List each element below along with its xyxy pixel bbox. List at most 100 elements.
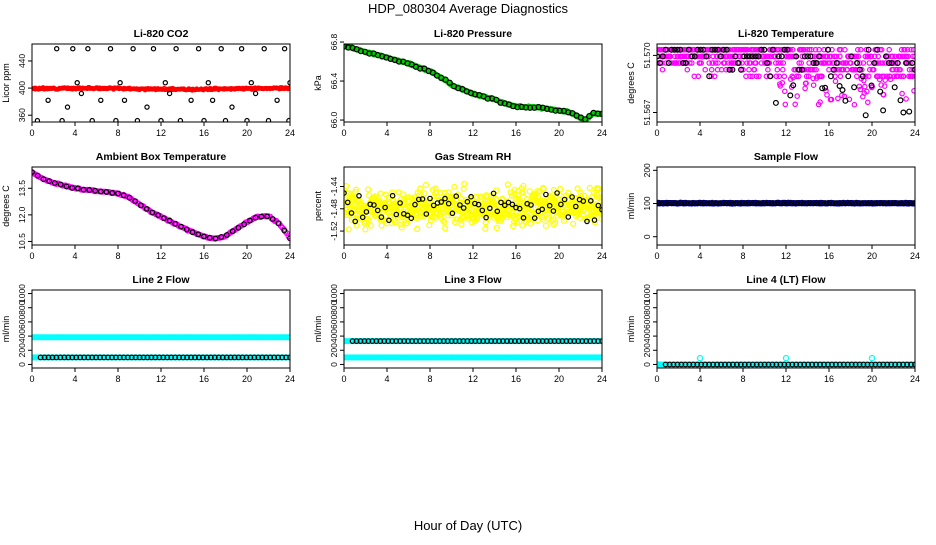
data-point — [817, 99, 823, 105]
chart-title: Line 2 Flow — [132, 274, 190, 286]
data-point — [801, 200, 808, 207]
data-point — [52, 180, 58, 186]
x-tick-label: 16 — [824, 251, 834, 261]
data-point — [740, 53, 747, 60]
data-point — [885, 59, 892, 66]
data-point — [460, 205, 467, 211]
data-point — [267, 354, 274, 361]
data-point — [353, 338, 360, 345]
data-point — [259, 354, 266, 361]
series-extremes — [34, 46, 290, 122]
data-point — [659, 66, 666, 73]
data-point — [824, 46, 831, 53]
data-point — [238, 46, 245, 52]
data-point — [344, 44, 348, 50]
y-tick-label: 1000 — [329, 284, 339, 303]
data-point — [659, 53, 666, 60]
data-point — [753, 361, 760, 368]
data-point — [865, 53, 872, 60]
data-point — [286, 117, 290, 122]
data-point — [427, 195, 433, 202]
data-point — [479, 207, 486, 214]
data-point — [722, 361, 728, 368]
series-avg — [662, 361, 915, 368]
data-point — [586, 112, 593, 120]
data-point — [143, 205, 150, 212]
data-point — [512, 202, 520, 209]
data-point — [423, 211, 430, 217]
x-tick-label: 4 — [384, 128, 389, 138]
data-point — [845, 73, 852, 80]
data-point — [677, 200, 684, 207]
data-point — [775, 200, 782, 207]
data-point — [385, 338, 392, 345]
data-point — [726, 200, 733, 207]
data-point — [74, 79, 80, 86]
data-point — [746, 53, 753, 60]
data-point — [798, 66, 805, 73]
data-point — [909, 60, 915, 66]
data-point — [144, 354, 151, 361]
y-tick-label: 800 — [642, 300, 652, 314]
x-tick-label: 16 — [199, 128, 209, 138]
data-point — [451, 183, 458, 190]
series-high — [32, 334, 290, 341]
data-point — [761, 46, 768, 53]
data-point — [894, 66, 900, 73]
data-point — [598, 194, 602, 201]
data-point — [686, 361, 693, 368]
data-point — [735, 59, 742, 66]
data-point — [109, 189, 116, 196]
y-tick-label: 10.5 — [17, 233, 27, 250]
data-point — [566, 207, 573, 214]
data-point — [480, 338, 487, 345]
data-point — [531, 215, 538, 221]
x-tick-label: 24 — [597, 374, 607, 384]
data-point — [570, 220, 577, 227]
data-point — [865, 46, 872, 53]
data-point — [830, 200, 837, 207]
data-point — [746, 66, 752, 73]
data-point — [577, 189, 584, 196]
data-point — [408, 215, 415, 222]
data-point — [539, 214, 546, 221]
data-point — [810, 75, 816, 82]
data-point — [271, 354, 278, 361]
data-point — [496, 338, 503, 345]
data-point — [758, 46, 765, 53]
x-tick-label: 20 — [242, 374, 252, 384]
data-point — [810, 200, 817, 207]
data-point — [753, 73, 760, 80]
data-point — [665, 59, 672, 66]
y-tick-label: 13.5 — [17, 180, 27, 197]
data-point — [445, 200, 452, 207]
series-raw — [344, 180, 602, 233]
x-tick-label: 16 — [511, 251, 521, 261]
data-point — [862, 73, 869, 80]
data-point — [382, 204, 388, 211]
data-point — [674, 60, 680, 66]
data-point — [657, 361, 662, 368]
data-point — [417, 338, 423, 345]
data-point — [793, 200, 800, 207]
data-point — [886, 46, 893, 53]
data-point — [63, 183, 70, 190]
data-point — [252, 90, 259, 97]
data-point — [124, 354, 131, 361]
data-point — [751, 66, 758, 73]
x-tick-label: 24 — [910, 374, 920, 384]
data-point — [819, 200, 826, 207]
series-raw — [344, 44, 602, 122]
data-point — [199, 354, 206, 361]
data-layer — [32, 334, 290, 361]
data-point — [772, 53, 779, 60]
data-point — [367, 222, 374, 229]
data-point — [896, 361, 903, 368]
x-tick-label: 24 — [910, 128, 920, 138]
data-point — [720, 200, 727, 207]
data-point — [510, 103, 517, 110]
data-point — [863, 88, 870, 95]
y-axis-label: degrees C — [626, 62, 636, 104]
data-point — [874, 200, 881, 207]
